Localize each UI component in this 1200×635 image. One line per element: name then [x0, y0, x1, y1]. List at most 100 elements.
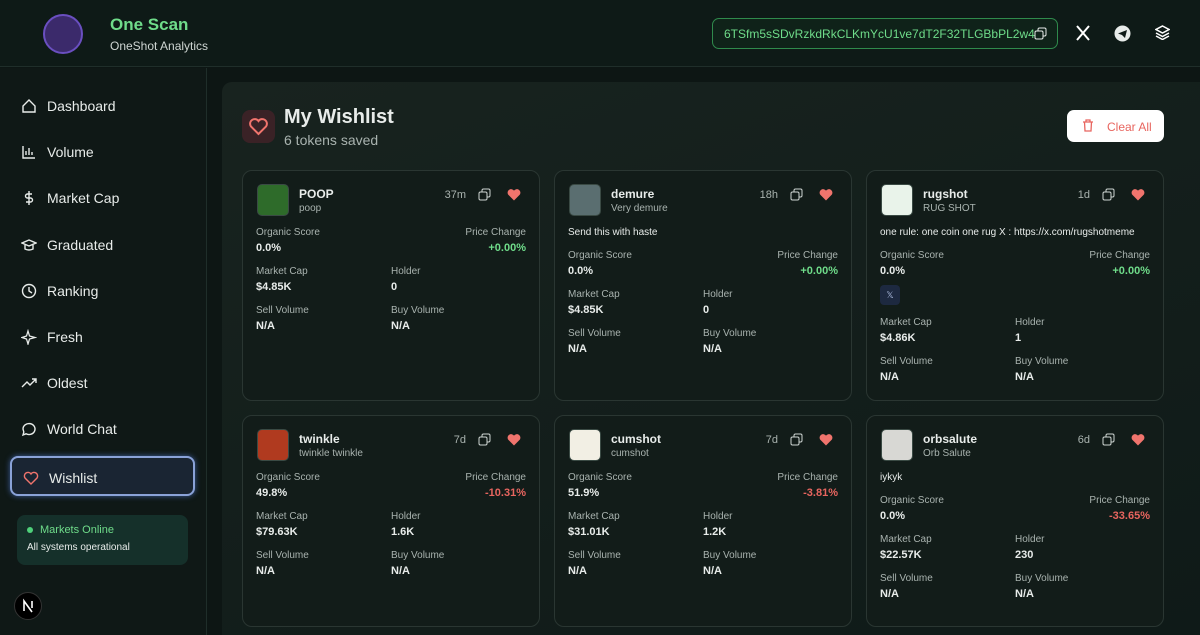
- heart-icon: [819, 434, 833, 446]
- heart-icon: [819, 189, 833, 201]
- next-badge[interactable]: [14, 592, 42, 620]
- nav-item[interactable]: Dashboard: [10, 86, 195, 126]
- stat-value: 0: [703, 304, 710, 316]
- remove-heart[interactable]: [819, 433, 833, 449]
- nav-label: Dashboard: [47, 98, 116, 114]
- nav-item[interactable]: Ranking: [10, 271, 195, 311]
- token-description: Send this with haste: [568, 227, 658, 238]
- stat-value: 0.0%: [568, 265, 594, 277]
- logo[interactable]: [43, 14, 83, 54]
- stat-label: Buy Volume: [391, 305, 445, 316]
- stat-label: Market Cap: [256, 511, 308, 522]
- copy-button[interactable]: [1102, 188, 1115, 204]
- nav-label: Market Cap: [47, 190, 120, 207]
- price-change: Price Change +0.00%: [1089, 250, 1150, 277]
- stat-label: Buy Volume: [703, 328, 757, 339]
- remove-heart[interactable]: [507, 433, 521, 449]
- x-link[interactable]: [1075, 25, 1091, 41]
- token-card[interactable]: orbsalute Orb Salute 6d iykyk Organic Score 0…: [866, 415, 1164, 627]
- nav-item[interactable]: Wishlist: [10, 455, 195, 496]
- token-age: 1d: [1077, 189, 1090, 201]
- nav-item[interactable]: Fresh: [10, 317, 195, 357]
- stat-row: Market Cap $79.63K Holder 1.6K: [256, 511, 526, 538]
- stat-value: N/A: [703, 343, 722, 355]
- token-description: one rule: one coin one rug X : https://x…: [880, 227, 1135, 238]
- token-card[interactable]: POOP poop 37m Organic Score 0.0% Price Change…: [242, 170, 540, 401]
- stat-row: Market Cap $4.85K Holder 0: [256, 266, 526, 293]
- stat-label: Buy Volume: [703, 550, 757, 561]
- token-symbol: Orb Salute: [923, 448, 971, 459]
- social-x-link[interactable]: 𝕏: [880, 285, 900, 305]
- copy-button[interactable]: [790, 188, 803, 204]
- market-cap: Market Cap $4.86K: [880, 317, 1015, 344]
- nav-label: World Chat: [47, 421, 117, 438]
- stat-value: -10.31%: [485, 487, 526, 499]
- stat-value: N/A: [880, 371, 899, 383]
- nav-label: Fresh: [47, 329, 83, 345]
- nav-item[interactable]: Oldest: [10, 363, 195, 403]
- stat-label: Holder: [703, 289, 733, 300]
- nav-item[interactable]: Volume: [10, 132, 195, 172]
- copy-icon: [1102, 433, 1115, 446]
- remove-heart[interactable]: [507, 188, 521, 204]
- brand: One Scan: [110, 15, 189, 34]
- token-card[interactable]: cumshot cumshot 7d Organic Score 51.9% Price …: [554, 415, 852, 627]
- organic-score: Organic Score 0.0%: [568, 250, 632, 277]
- remove-heart[interactable]: [1131, 433, 1145, 449]
- stat-value: N/A: [391, 320, 410, 332]
- stat-label: Market Cap: [568, 511, 620, 522]
- heart-icon: [507, 434, 521, 446]
- nav-icon: [21, 378, 37, 388]
- buy-volume: Buy Volume N/A: [1015, 573, 1150, 600]
- nav-icon: [22, 146, 35, 159]
- status-text: All systems operational: [27, 542, 130, 553]
- card-body: Organic Score 49.8% Price Change -10.31% Mar…: [256, 472, 526, 577]
- nav-item[interactable]: World Chat: [10, 409, 195, 449]
- trash-icon: [1083, 119, 1093, 132]
- copy-icon: [790, 188, 803, 201]
- stat-value: $4.85K: [256, 281, 292, 293]
- token-image: [569, 184, 601, 216]
- telegram-link[interactable]: [1114, 25, 1131, 42]
- token-name: twinkle: [299, 432, 340, 446]
- token-card[interactable]: rugshot RUG SHOT 1d one rule: one coin one …: [866, 170, 1164, 401]
- token-image: [881, 184, 913, 216]
- stat-row: Market Cap $4.85K Holder 0: [568, 289, 838, 316]
- clear-all-button[interactable]: Clear All: [1067, 110, 1164, 142]
- remove-heart[interactable]: [819, 188, 833, 204]
- stat-value: $4.85K: [568, 304, 604, 316]
- nav-label: Ranking: [47, 282, 99, 299]
- copy-button[interactable]: [478, 433, 491, 449]
- token-age: 7d: [453, 434, 466, 446]
- stat-label: Buy Volume: [1015, 356, 1069, 367]
- nav-item[interactable]: Graduated: [10, 225, 195, 265]
- heart-icon: [507, 189, 521, 201]
- stat-value: 1: [1015, 332, 1022, 344]
- stat-value: 1.2K: [703, 526, 727, 538]
- stat-label: Sell Volume: [568, 328, 621, 339]
- stat-label: Price Change: [1089, 250, 1150, 261]
- remove-heart[interactable]: [1131, 188, 1145, 204]
- card-body: one rule: one coin one rug X : https://x…: [880, 227, 1150, 383]
- layers-link[interactable]: [1155, 25, 1170, 40]
- copy-button[interactable]: [790, 433, 803, 449]
- card-body: Send this with haste Organic Score 0.0% Pri…: [568, 227, 838, 355]
- stat-value: +0.00%: [800, 265, 838, 277]
- token-symbol: cumshot: [611, 448, 649, 459]
- stat-label: Price Change: [465, 472, 526, 483]
- stat-label: Organic Score: [880, 495, 944, 506]
- token-card[interactable]: demure Very demure 18h Send this with haste…: [554, 170, 852, 401]
- copy-button[interactable]: [1102, 433, 1115, 449]
- nav-item[interactable]: Market Cap: [10, 178, 195, 218]
- contract-address[interactable]: 6TSfm5sSDvRzkdRkCLKmYcU1ve7dT2F32TLGBbPL…: [712, 18, 1058, 49]
- token-name: cumshot: [611, 432, 662, 446]
- copy-button[interactable]: [478, 188, 491, 204]
- copy-icon[interactable]: [1034, 27, 1047, 40]
- nav-icon: [22, 99, 36, 113]
- stat-label: Sell Volume: [568, 550, 621, 561]
- stat-row: Market Cap $4.86K Holder 1: [880, 317, 1150, 344]
- stat-value: N/A: [1015, 588, 1034, 600]
- stat-value: 49.8%: [256, 487, 288, 499]
- stat-label: Buy Volume: [1015, 573, 1069, 584]
- token-card[interactable]: twinkle twinkle twinkle 7d Organic Score 49.…: [242, 415, 540, 627]
